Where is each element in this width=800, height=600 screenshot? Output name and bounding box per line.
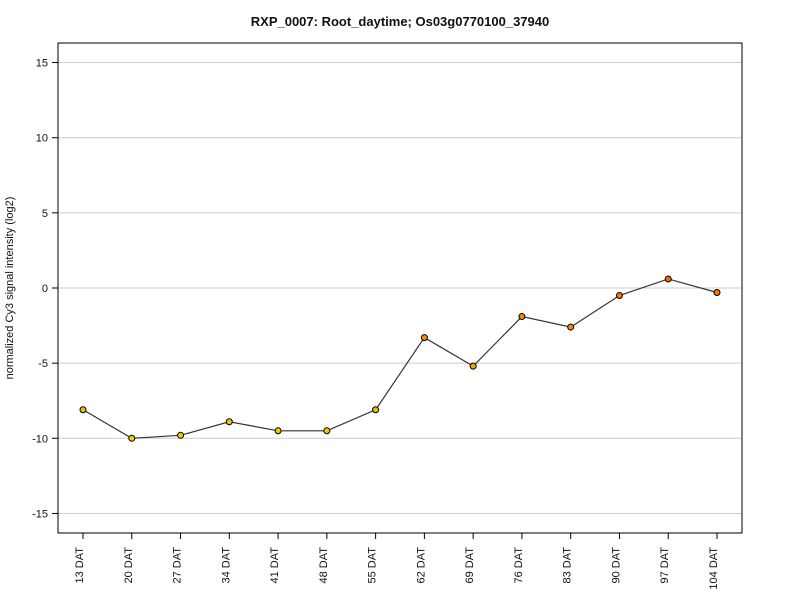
x-tick-label-3: 34 DAT bbox=[220, 547, 232, 584]
x-tick-label-11: 90 DAT bbox=[610, 547, 622, 584]
series-line bbox=[82, 278, 718, 439]
data-point-13 bbox=[713, 289, 721, 297]
x-tick-label-5: 48 DAT bbox=[318, 547, 330, 584]
x-tick-label-6: 55 DAT bbox=[367, 547, 379, 584]
data-point-5 bbox=[323, 427, 331, 435]
y-axis-label: normalized Cy3 signal intensity (log2) bbox=[4, 197, 16, 380]
data-point-3 bbox=[225, 418, 233, 426]
data-point-8 bbox=[469, 362, 477, 370]
x-tick-label-2: 27 DAT bbox=[172, 547, 184, 584]
x-tick-label-0: 13 DAT bbox=[74, 547, 86, 584]
chart-title: RXP_0007: Root_daytime; Os03g0770100_379… bbox=[251, 14, 549, 29]
data-point-4 bbox=[274, 427, 282, 435]
data-point-7 bbox=[420, 334, 428, 342]
x-tick-label-10: 83 DAT bbox=[562, 547, 574, 584]
data-point-9 bbox=[518, 313, 526, 321]
y-tick-label-0: -15 bbox=[32, 508, 48, 520]
y-axis: -15 -10 -5 0 5 10 15 bbox=[32, 58, 58, 520]
plot-frame bbox=[57, 42, 743, 534]
x-tick-label-1: 20 DAT bbox=[123, 547, 135, 584]
grid-lines bbox=[58, 62, 742, 514]
data-point-10 bbox=[567, 323, 575, 331]
y-tick-label-6: 15 bbox=[36, 58, 48, 70]
data-point-2 bbox=[177, 431, 185, 439]
x-tick-label-4: 41 DAT bbox=[269, 547, 281, 584]
series-line-group bbox=[82, 278, 718, 439]
data-point-11 bbox=[615, 292, 623, 300]
x-tick-label-7: 62 DAT bbox=[415, 547, 427, 584]
data-point-12 bbox=[664, 275, 672, 283]
y-tick-label-2: -5 bbox=[38, 358, 48, 370]
x-tick-label-13: 104 DAT bbox=[708, 547, 720, 590]
y-tick-label-1: -10 bbox=[32, 433, 48, 445]
series-marker-group bbox=[79, 275, 721, 442]
x-tick-label-8: 69 DAT bbox=[464, 547, 476, 584]
y-tick-label-5: 10 bbox=[36, 133, 48, 145]
x-tick-label-12: 97 DAT bbox=[659, 547, 671, 584]
data-point-6 bbox=[372, 406, 380, 414]
data-point-1 bbox=[128, 434, 136, 442]
y-tick-label-3: 0 bbox=[42, 283, 48, 295]
y-tick-label-4: 5 bbox=[42, 208, 48, 220]
data-point-0 bbox=[79, 406, 87, 414]
x-axis: 13 DAT 20 DAT 27 DAT 34 DAT 41 DAT 48 DAT 55 D… bbox=[74, 533, 720, 590]
x-tick-label-9: 76 DAT bbox=[513, 547, 525, 584]
